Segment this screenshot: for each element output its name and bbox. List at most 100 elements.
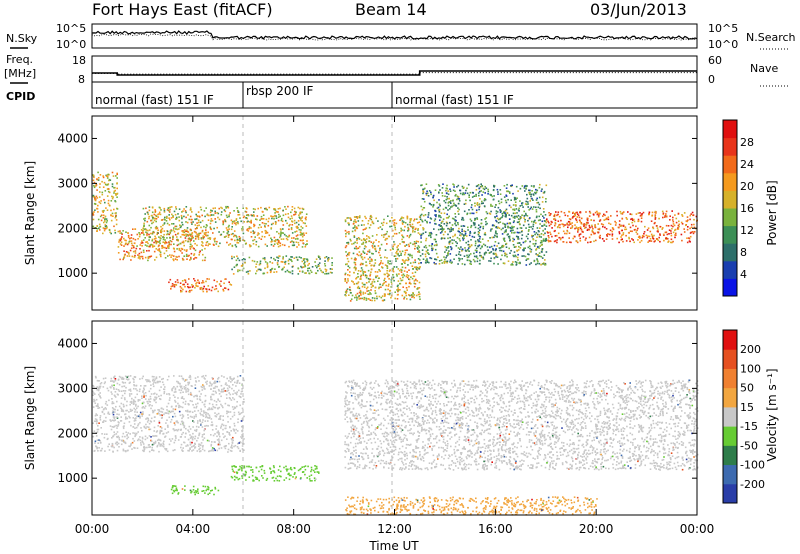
velocity-cell: [158, 380, 160, 383]
power-cell: [277, 216, 280, 218]
power-cell: [281, 217, 283, 220]
power-cell: [304, 222, 306, 225]
power-cell: [291, 221, 294, 223]
power-cell: [571, 226, 574, 229]
power-cell: [189, 215, 192, 218]
power-cell: [389, 269, 391, 271]
power-cell: [621, 229, 623, 232]
power-cell: [672, 223, 675, 225]
power-cell: [298, 223, 300, 226]
power-cell: [384, 294, 386, 296]
velocity-cell: [155, 396, 158, 399]
power-colorbar-tick: 12: [740, 224, 754, 237]
power-cell: [457, 230, 460, 232]
velocity-cell: [187, 383, 190, 386]
velocity-cell: [145, 418, 147, 420]
power-cell: [497, 242, 500, 245]
power-cell: [441, 227, 444, 230]
velocity-cell: [208, 407, 210, 409]
velocity-cell: [124, 413, 126, 416]
power-cell: [545, 239, 547, 242]
velocity-cell: [184, 379, 187, 381]
power-cell: [252, 214, 255, 216]
power-cell: [466, 192, 469, 195]
power-cell: [536, 189, 539, 192]
velocity-cell: [105, 400, 108, 403]
power-cell: [517, 214, 520, 217]
power-cell: [515, 185, 518, 188]
power-cell: [127, 234, 130, 237]
power-cell: [387, 285, 390, 287]
power-cell: [144, 219, 146, 222]
power-cell: [653, 234, 655, 237]
power-cell: [469, 245, 472, 248]
power-cell: [460, 234, 462, 237]
velocity-cell: [210, 434, 212, 436]
power-cell: [356, 242, 358, 244]
velocity-cell: [241, 437, 243, 439]
power-cell: [367, 222, 369, 225]
velocity-cell: [220, 447, 223, 449]
power-cell: [447, 246, 450, 248]
power-cell: [159, 239, 161, 242]
power-cell: [371, 281, 374, 283]
power-cell: [633, 220, 636, 223]
power-cell: [457, 197, 459, 200]
power-cell: [315, 258, 318, 260]
power-cell: [369, 215, 372, 218]
power-cell: [362, 251, 365, 253]
power-cell: [197, 236, 200, 239]
power-cell: [361, 282, 364, 284]
velocity-cell: [231, 444, 233, 446]
power-cell: [299, 234, 302, 236]
power-cell: [265, 207, 267, 210]
power-cell: [186, 258, 188, 260]
power-cell: [455, 219, 457, 222]
power-cell: [216, 240, 218, 243]
velocity-cell: [241, 388, 243, 390]
power-cell: [481, 202, 483, 205]
power-cell: [371, 245, 374, 247]
power-cell: [147, 229, 149, 232]
power-cell: [662, 213, 665, 216]
freq-label: Freq.: [6, 53, 33, 66]
power-cell: [597, 231, 600, 234]
power-cell: [398, 255, 400, 257]
power-cell: [415, 240, 418, 243]
power-cell: [506, 234, 509, 236]
power-cell: [686, 237, 688, 239]
velocity-cell: [227, 421, 229, 423]
velocity-cell: [203, 437, 206, 439]
power-cell: [217, 216, 219, 219]
velocity-cell: [175, 437, 177, 439]
power-cell: [243, 240, 246, 242]
power-cell: [94, 197, 96, 199]
power-cell: [413, 219, 415, 222]
power-cell: [119, 232, 121, 234]
power-cell: [230, 219, 233, 222]
power-cell: [501, 254, 503, 257]
power-cell: [367, 277, 370, 280]
power-cell: [273, 218, 275, 220]
power-cell: [178, 216, 180, 218]
power-cell: [347, 269, 349, 271]
velocity-cell: [142, 375, 144, 378]
power-cell: [362, 283, 365, 286]
power-cell: [359, 263, 362, 266]
power-cell: [197, 211, 200, 213]
power-cell: [196, 222, 198, 224]
velocity-cell: [96, 431, 99, 433]
power-cell: [253, 260, 256, 263]
power-cell: [365, 241, 367, 244]
power-cell: [496, 217, 499, 220]
velocity-cell: [143, 448, 146, 451]
velocity-cell: [204, 394, 207, 397]
power-cell: [397, 290, 399, 293]
velocity-cell: [187, 381, 189, 384]
power-cell: [541, 249, 543, 251]
velocity-cell: [162, 377, 164, 380]
power-cell: [479, 236, 481, 238]
power-cell: [327, 260, 329, 262]
power-cell: [505, 246, 508, 248]
